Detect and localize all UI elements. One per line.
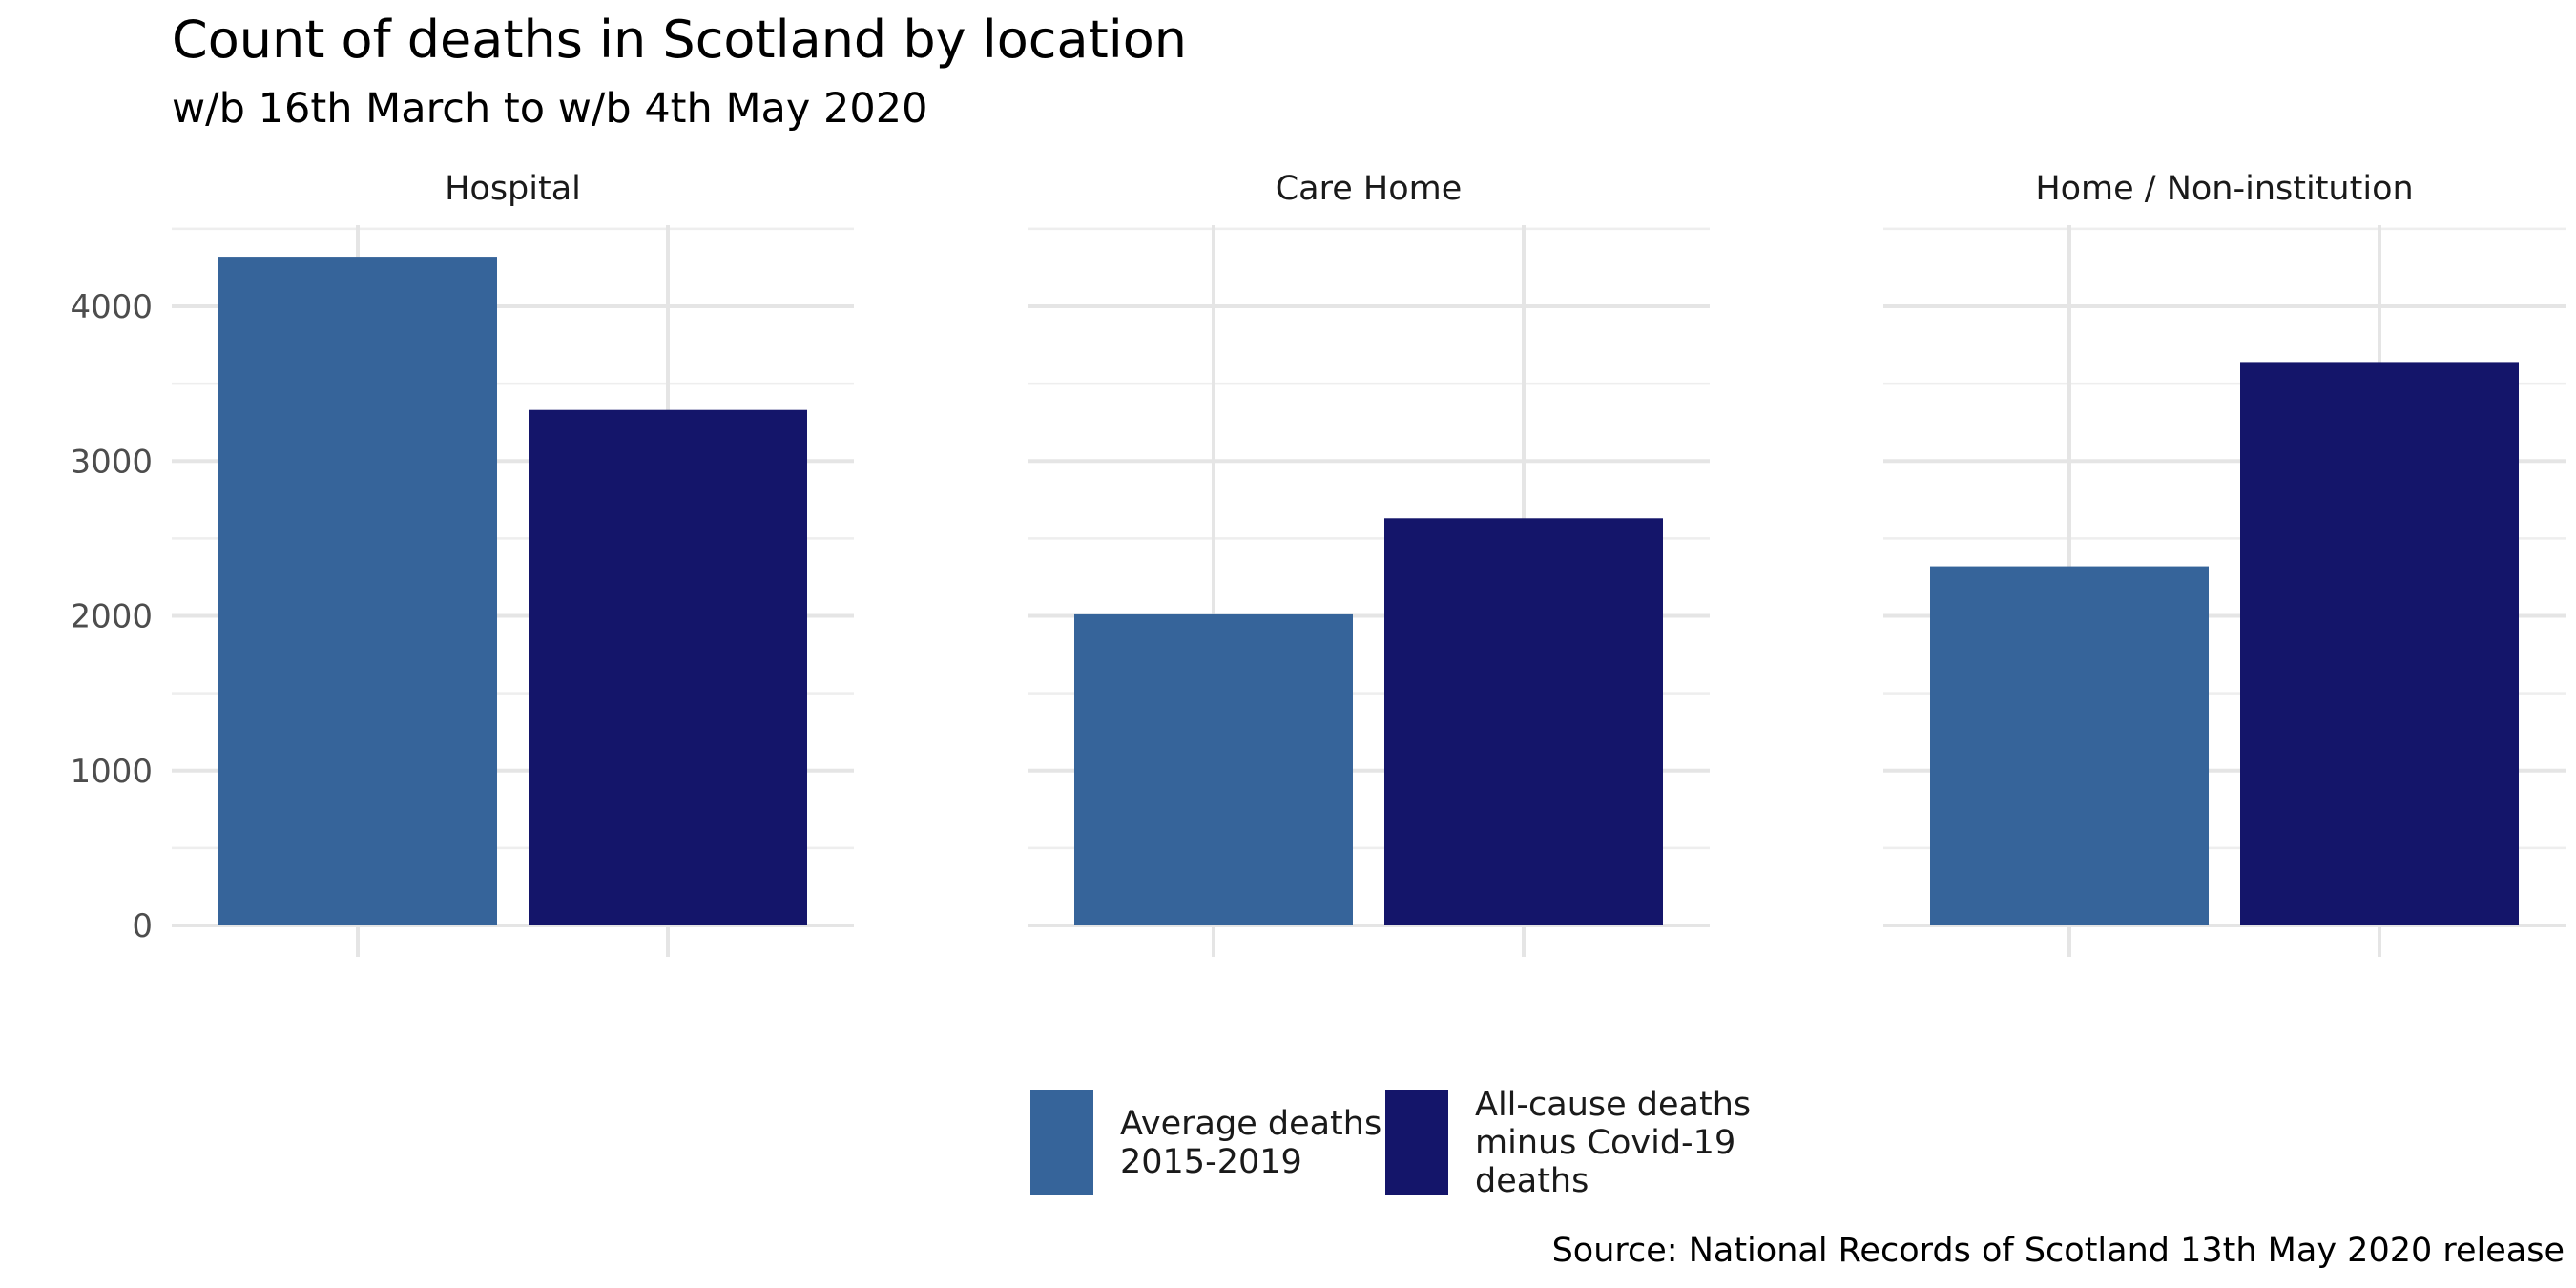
y-tick-label: 4000 [70,288,153,326]
legend-label: 2015-2019 [1120,1143,1302,1181]
chart-caption: Source: National Records of Scotland 13t… [1552,1232,2565,1270]
bar [529,409,807,925]
panel-home-non-institution: Home / Non-institution [1883,170,2566,957]
legend-swatch [1030,1090,1093,1195]
panel-care-home: Care Home [1028,170,1710,957]
panel-strip-label: Hospital [445,170,581,208]
bar [1930,566,2209,925]
y-tick-label: 2000 [70,598,153,636]
bar [2240,362,2519,925]
legend-label: Average deaths [1120,1105,1381,1143]
y-axis: 0 1000 2000 3000 4000 [70,288,153,945]
legend-label: All-cause deaths [1475,1086,1751,1124]
panel-strip-label: Care Home [1276,170,1463,208]
y-tick-label: 3000 [70,443,153,481]
legend-label: deaths [1475,1162,1589,1200]
panel-hospital: Hospital [172,170,854,957]
chart-panels: Hospital Care Home Home / Non-institution [172,170,2566,957]
bar [218,257,497,926]
bar [1074,613,1353,925]
chart-subtitle: w/b 16th March to w/b 4th May 2020 [172,85,927,133]
panel-strip-label: Home / Non-institution [2035,170,2413,208]
bar [1384,518,1663,925]
chart-title: Count of deaths in Scotland by location [172,10,1187,70]
y-tick-label: 1000 [70,753,153,791]
y-tick-label: 0 [132,907,153,945]
legend-swatch [1385,1090,1448,1195]
legend-label: minus Covid-19 [1475,1124,1735,1162]
